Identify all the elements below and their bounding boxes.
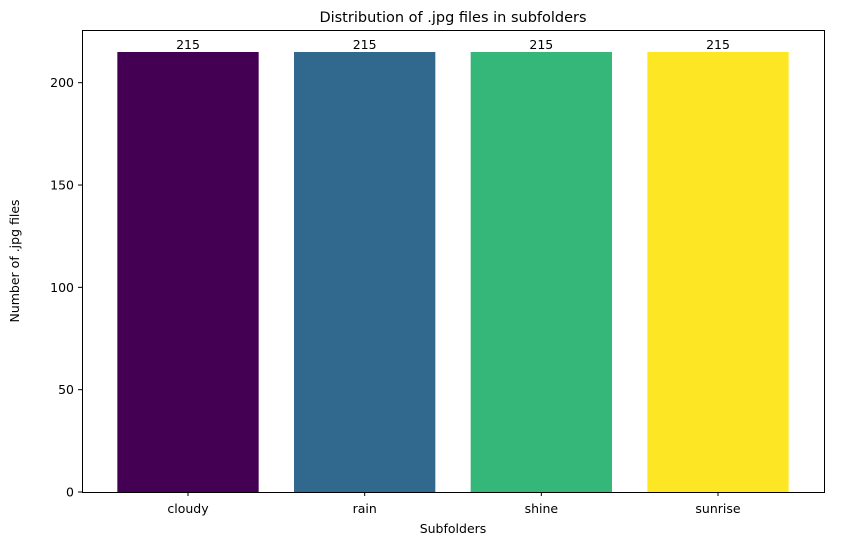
x-tick-label-sunrise: sunrise (695, 501, 740, 516)
x-axis-title: Subfolders (420, 521, 487, 536)
bars-group (117, 52, 789, 492)
x-axis-ticks: cloudy rain shine sunrise (167, 492, 741, 516)
y-tick-label: 0 (66, 485, 74, 500)
data-label-sunrise: 215 (706, 37, 730, 52)
x-tick-label-rain: rain (353, 501, 377, 516)
x-tick-label-shine: shine (525, 501, 559, 516)
bar-rain (294, 52, 436, 492)
bar-cloudy (117, 52, 259, 492)
data-label-shine: 215 (529, 37, 553, 52)
bar-sunrise (647, 52, 789, 492)
bar-shine (470, 52, 612, 492)
y-tick-label: 150 (50, 178, 74, 193)
y-tick-label: 100 (50, 280, 74, 295)
chart-title: Distribution of .jpg files in subfolders (319, 10, 586, 26)
data-labels-group: 215 215 215 215 (176, 37, 730, 52)
y-axis-ticks: 0 50 100 150 200 (50, 75, 82, 500)
data-label-cloudy: 215 (176, 37, 200, 52)
plot-frame (82, 30, 825, 493)
y-tick-label: 50 (58, 382, 74, 397)
data-label-rain: 215 (353, 37, 377, 52)
y-axis-title: Number of .jpg files (7, 199, 22, 322)
x-tick-label-cloudy: cloudy (167, 501, 209, 516)
y-tick-label: 200 (50, 75, 74, 90)
